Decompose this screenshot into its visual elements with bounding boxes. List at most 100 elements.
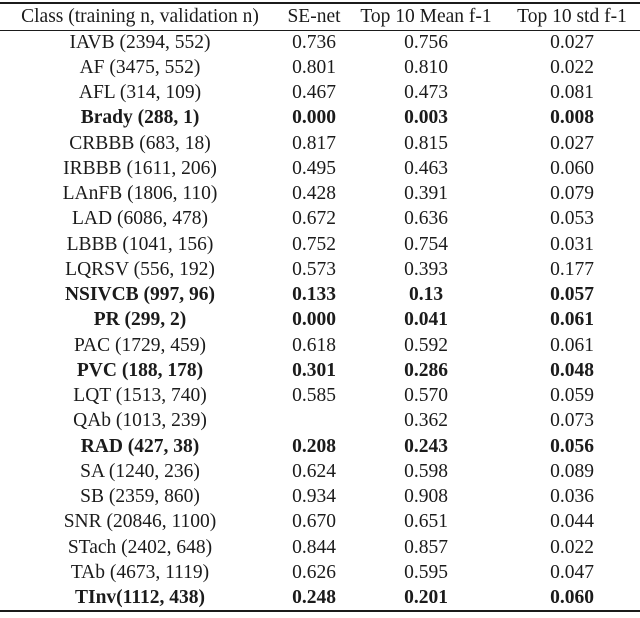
mean-f1-cell: 0.473 [404, 82, 448, 104]
se-net-cell: 0.248 [292, 586, 336, 608]
se-net-cell: 0.736 [292, 31, 336, 53]
class-cell: LAnFB (1806, 110) [62, 183, 218, 205]
class-cell: RAD (427, 38) [80, 435, 200, 457]
se-net-cell: 0.467 [292, 82, 336, 104]
std-f1-cell: 0.036 [550, 486, 594, 508]
se-net-cell: 0.000 [292, 107, 336, 129]
se-net-cell: 0.000 [292, 309, 336, 331]
se-net-cell: 0.801 [292, 56, 336, 78]
class-cell: IRBBB (1611, 206) [63, 157, 217, 179]
mean-f1-cell: 0.810 [404, 56, 448, 78]
mean-f1-cell: 0.908 [404, 486, 448, 508]
std-f1-cell: 0.061 [550, 334, 594, 356]
se-net-cell: 0.844 [292, 536, 336, 558]
mean-f1-cell: 0.201 [404, 586, 448, 608]
table-row: IRBBB (1611, 206) 0.495 0.463 0.060 [0, 156, 640, 181]
table-row: QAb (1013, 239) 0.362 0.073 [0, 409, 640, 434]
std-f1-cell: 0.048 [550, 359, 594, 381]
class-cell: LQRSV (556, 192) [65, 258, 215, 280]
class-cell: PR (299, 2) [93, 309, 187, 331]
se-net-cell: 0.752 [292, 233, 336, 255]
table-row: IAVB (2394, 552) 0.736 0.756 0.027 [0, 30, 640, 55]
mean-f1-cell: 0.041 [404, 309, 448, 331]
table-row: Brady (288, 1) 0.000 0.003 0.008 [0, 106, 640, 131]
table-row: TInv(1112, 438) 0.248 0.201 0.060 [0, 586, 640, 612]
header-class: Class (training n, validation n) [0, 3, 280, 31]
header-top10-std-f1: Top 10 std f-1 [504, 3, 640, 31]
se-net-cell [280, 409, 348, 434]
table-row: TAb (4673, 1119) 0.626 0.595 0.047 [0, 560, 640, 585]
std-f1-cell: 0.027 [550, 132, 594, 154]
std-f1-cell: 0.079 [550, 183, 594, 205]
std-f1-cell: 0.044 [550, 511, 594, 533]
se-net-cell: 0.428 [292, 183, 336, 205]
class-cell: CRBBB (683, 18) [69, 132, 211, 154]
std-f1-cell: 0.061 [550, 309, 594, 331]
class-cell: NSIVCB (997, 96) [64, 284, 216, 306]
mean-f1-cell: 0.362 [404, 410, 448, 432]
table-row: AFL (314, 109) 0.467 0.473 0.081 [0, 81, 640, 106]
se-net-cell: 0.208 [292, 435, 336, 457]
mean-f1-cell: 0.286 [404, 359, 448, 381]
std-f1-cell: 0.053 [550, 208, 594, 230]
class-cell: LBBB (1041, 156) [66, 233, 214, 255]
std-f1-cell: 0.059 [550, 385, 594, 407]
mean-f1-cell: 0.651 [404, 511, 448, 533]
se-net-cell: 0.626 [292, 561, 336, 583]
mean-f1-cell: 0.754 [404, 233, 448, 255]
se-net-cell: 0.817 [292, 132, 336, 154]
class-cell: TAb (4673, 1119) [70, 561, 210, 583]
se-net-cell: 0.585 [292, 385, 336, 407]
std-f1-cell: 0.073 [550, 410, 594, 432]
se-net-cell: 0.624 [292, 460, 336, 482]
std-f1-cell: 0.022 [550, 536, 594, 558]
mean-f1-cell: 0.815 [404, 132, 448, 154]
std-f1-cell: 0.031 [550, 233, 594, 255]
mean-f1-cell: 0.243 [404, 435, 448, 457]
table-row: SNR (20846, 1100) 0.670 0.651 0.044 [0, 510, 640, 535]
header-row: Class (training n, validation n) SE-net … [0, 3, 640, 31]
table-row: LQRSV (556, 192) 0.573 0.393 0.177 [0, 257, 640, 282]
se-net-cell: 0.133 [292, 284, 336, 306]
class-cell: TInv(1112, 438) [74, 586, 206, 608]
table-row: RAD (427, 38) 0.208 0.243 0.056 [0, 434, 640, 459]
table-row: LAnFB (1806, 110) 0.428 0.391 0.079 [0, 182, 640, 207]
std-f1-cell: 0.060 [550, 157, 594, 179]
std-f1-cell: 0.008 [550, 107, 594, 129]
se-net-cell: 0.573 [292, 258, 336, 280]
table-row: NSIVCB (997, 96) 0.133 0.13 0.057 [0, 283, 640, 308]
std-f1-cell: 0.027 [550, 31, 594, 53]
mean-f1-cell: 0.598 [404, 460, 448, 482]
table-row: SB (2359, 860) 0.934 0.908 0.036 [0, 485, 640, 510]
class-cell: SNR (20846, 1100) [63, 511, 217, 533]
se-net-cell: 0.618 [292, 334, 336, 356]
table-row: AF (3475, 552) 0.801 0.810 0.022 [0, 55, 640, 80]
mean-f1-cell: 0.592 [404, 334, 448, 356]
class-cell: STach (2402, 648) [67, 536, 213, 558]
mean-f1-cell: 0.003 [404, 107, 448, 129]
class-cell: Brady (288, 1) [80, 107, 200, 129]
mean-f1-cell: 0.595 [404, 561, 448, 583]
header-top10-mean-f1: Top 10 Mean f-1 [348, 3, 504, 31]
table-row: SA (1240, 236) 0.624 0.598 0.089 [0, 459, 640, 484]
se-net-cell: 0.670 [292, 511, 336, 533]
mean-f1-cell: 0.393 [404, 258, 448, 280]
table-row: STach (2402, 648) 0.844 0.857 0.022 [0, 535, 640, 560]
std-f1-cell: 0.047 [550, 561, 594, 583]
std-f1-cell: 0.057 [550, 284, 594, 306]
std-f1-cell: 0.060 [550, 586, 594, 608]
se-net-cell: 0.934 [292, 486, 336, 508]
class-cell: LAD (6086, 478) [72, 208, 208, 230]
class-cell: IAVB (2394, 552) [69, 31, 211, 53]
se-net-cell: 0.495 [292, 157, 336, 179]
mean-f1-cell: 0.756 [404, 31, 448, 53]
class-cell: SB (2359, 860) [80, 486, 200, 508]
class-cell: SA (1240, 236) [80, 460, 200, 482]
class-cell: LQT (1513, 740) [73, 385, 207, 407]
class-cell: PVC (188, 178) [76, 359, 204, 381]
class-cell: PAC (1729, 459) [73, 334, 206, 356]
table-row: PAC (1729, 459) 0.618 0.592 0.061 [0, 333, 640, 358]
table-row: LAD (6086, 478) 0.672 0.636 0.053 [0, 207, 640, 232]
se-net-cell: 0.672 [292, 208, 336, 230]
